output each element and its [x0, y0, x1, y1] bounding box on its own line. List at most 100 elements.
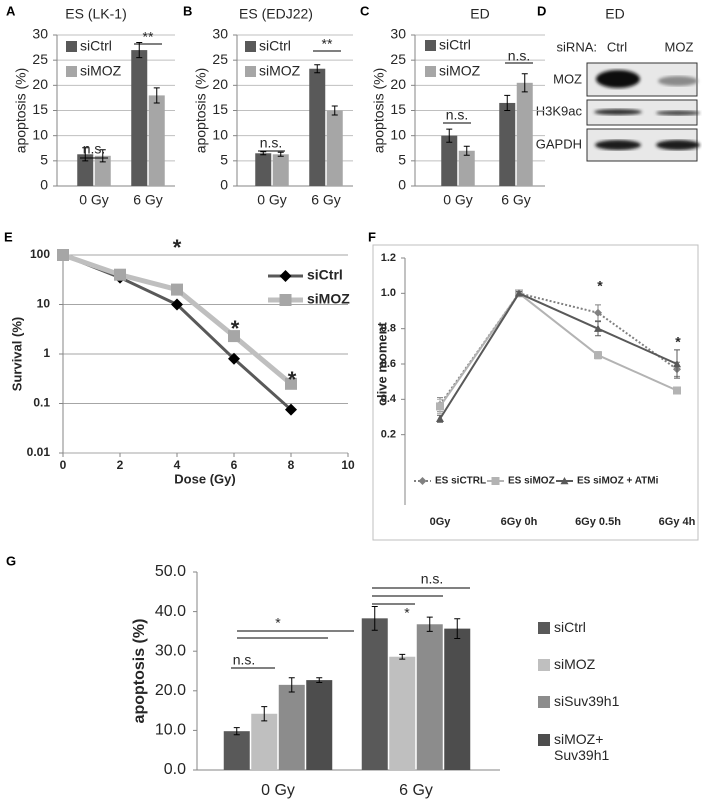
bar — [77, 154, 94, 186]
chart-title: ES (LK-1) — [65, 6, 126, 22]
annotation: n.s. — [421, 571, 444, 587]
x-tick-label: 0 Gy — [261, 782, 295, 799]
blot-band — [656, 140, 700, 150]
y-axis-label: apoptosis (%) — [131, 619, 148, 724]
row-label: H3K9ac — [536, 103, 583, 118]
bar — [361, 618, 388, 770]
annotation: n.s. — [446, 107, 469, 123]
annotation: n.s. — [233, 652, 256, 668]
panel-letter: G — [6, 553, 16, 568]
x-tick-label: 0Gy — [430, 516, 452, 528]
y-tick-label: 0 — [398, 177, 406, 193]
error-bar — [331, 105, 338, 116]
chart-title: ES (EDJ22) — [239, 6, 313, 22]
bar — [499, 102, 516, 186]
marker — [285, 403, 297, 416]
bar — [389, 656, 416, 770]
y-axis-label: Survival (%) — [9, 317, 24, 391]
legend-swatch — [425, 66, 436, 77]
annotation: * — [173, 235, 182, 260]
legend-swatch — [538, 659, 550, 671]
y-axis-label: olive moment — [374, 321, 389, 405]
y-tick-label: 5 — [220, 152, 228, 168]
panel-letter: D — [537, 3, 546, 18]
x-tick-label: 4 — [174, 458, 181, 472]
bar — [272, 154, 289, 186]
legend-swatch — [66, 66, 77, 77]
annotation: n.s. — [508, 48, 531, 64]
y-tick-label: 1 — [43, 346, 50, 360]
y-tick-label: 15 — [212, 101, 228, 117]
row-label: GAPDH — [536, 136, 582, 151]
legend-swatch — [245, 66, 256, 77]
x-tick-label: 6Gy 0.5h — [575, 516, 621, 528]
error-bar — [233, 727, 240, 736]
row-label: MOZ — [553, 71, 582, 86]
x-tick-label: 8 — [288, 458, 295, 472]
legend-label: siCtrl — [307, 267, 343, 283]
legend-label: siCtrl — [80, 38, 112, 54]
x-tick-label: 6 Gy — [133, 192, 163, 208]
bar — [326, 110, 343, 186]
marker — [594, 351, 602, 360]
marker — [594, 308, 602, 317]
legend-label: siMOZ — [439, 63, 481, 79]
legend-label: siCtrl — [259, 38, 291, 54]
legend-swatch — [538, 622, 550, 634]
y-tick-label: 15 — [390, 101, 406, 117]
bar — [306, 680, 333, 770]
chart-title: ED — [470, 6, 489, 22]
legend-item: siMOZ — [554, 656, 595, 672]
marker — [418, 477, 427, 485]
y-tick-label: 20 — [212, 76, 228, 92]
error-bar — [136, 42, 143, 59]
y-tick-label: 20 — [390, 76, 406, 92]
legend-background — [243, 37, 305, 57]
x-tick-label: 6 — [231, 458, 238, 472]
error-bar — [153, 87, 160, 104]
error-bar — [504, 94, 511, 111]
annotation: * — [275, 615, 281, 631]
marker — [57, 249, 69, 261]
y-tick-label: 1.0 — [381, 287, 396, 299]
y-tick-label: 100 — [30, 247, 50, 261]
legend-background — [243, 62, 305, 82]
bar — [255, 153, 272, 186]
y-tick-label: 30 — [32, 26, 48, 42]
bar — [441, 135, 458, 186]
x-tick-label: 2 — [117, 458, 124, 472]
x-tick-label: 6Gy 0h — [501, 516, 538, 528]
y-tick-label: 10.0 — [155, 722, 186, 739]
legend-label: siCtrl — [439, 37, 471, 53]
error-bar — [426, 616, 433, 632]
error-bar — [82, 147, 89, 162]
y-tick-label: 10 — [390, 126, 406, 142]
marker — [436, 414, 444, 422]
frame — [372, 244, 699, 541]
error-bar — [446, 128, 453, 143]
y-tick-label: 0 — [40, 177, 48, 193]
y-tick-label: 40.0 — [155, 603, 186, 620]
marker — [228, 352, 240, 365]
annotation: * — [231, 316, 240, 341]
marker — [228, 330, 240, 343]
bar — [416, 624, 443, 770]
marker — [171, 283, 183, 296]
annotation: ** — [143, 29, 154, 45]
legend-swatch — [245, 41, 256, 52]
bar — [148, 95, 165, 186]
legend-label: siMOZ — [307, 291, 350, 307]
error-bar — [314, 64, 321, 74]
series-line — [439, 292, 678, 420]
y-tick-label: 0.4 — [381, 393, 397, 405]
y-tick-label: 20 — [32, 76, 48, 92]
lane-label: MOZ — [665, 39, 694, 54]
error-bar — [521, 73, 528, 93]
x-tick-label: 0 Gy — [79, 192, 109, 208]
marker — [171, 298, 183, 311]
panel-letter: F — [368, 229, 376, 244]
x-axis-label: Dose (Gy) — [174, 471, 235, 486]
y-tick-label: 0.2 — [381, 429, 396, 441]
y-tick-label: 0.8 — [381, 323, 396, 335]
y-tick-label: 30 — [212, 26, 228, 42]
